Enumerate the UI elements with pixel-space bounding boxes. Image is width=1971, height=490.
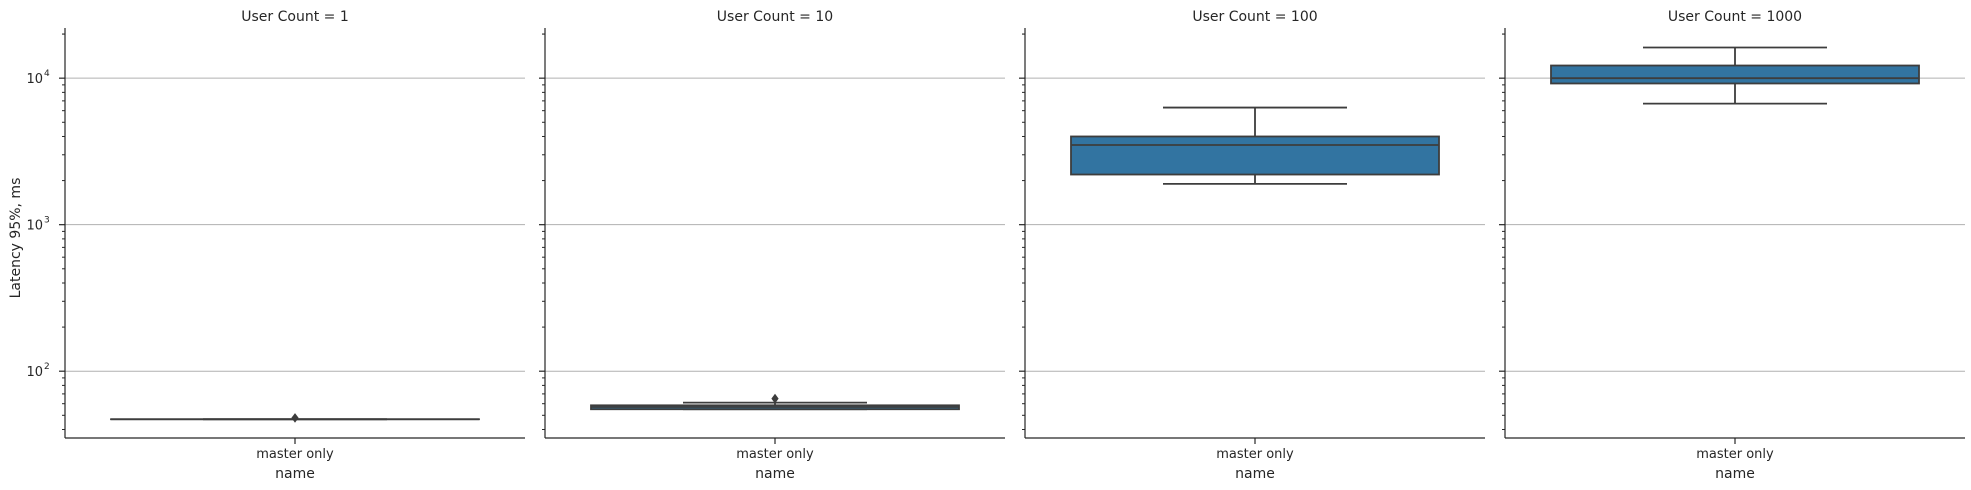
facet-title: User Count = 1000 (1668, 9, 1802, 25)
x-axis-label: name (755, 466, 795, 482)
facet-panel: master only name User Count = 1000 (1499, 9, 1965, 482)
x-tick-label: master only (1696, 447, 1774, 462)
facet-title: User Count = 10 (717, 9, 833, 25)
y-tick-label: 10 (26, 219, 43, 234)
outlier-point (291, 413, 299, 423)
y-tick-exponent: 4 (44, 69, 50, 79)
x-axis-label: name (1235, 466, 1275, 482)
facet-title: User Count = 1 (241, 9, 348, 25)
x-tick-label: master only (1216, 447, 1294, 462)
box-iqr (1550, 64, 1920, 85)
facet-panel: master only name User Count = 10 (539, 9, 1005, 482)
y-tick-label: 10 (26, 72, 43, 87)
y-tick-exponent: 2 (44, 362, 50, 372)
y-tick-label: 10 (26, 365, 43, 380)
y-axis-label: Latency 95%, ms (8, 178, 24, 299)
x-axis-label: name (1715, 466, 1755, 482)
x-tick-label: master only (736, 447, 814, 462)
outlier-point (771, 393, 779, 404)
y-tick-exponent: 3 (44, 216, 50, 226)
x-axis-label: name (275, 466, 315, 482)
box-iqr (1070, 135, 1440, 176)
facet-panel: master only name User Count = 100 (1019, 9, 1485, 482)
facet-title: User Count = 100 (1192, 9, 1317, 25)
x-tick-label: master only (256, 447, 334, 462)
